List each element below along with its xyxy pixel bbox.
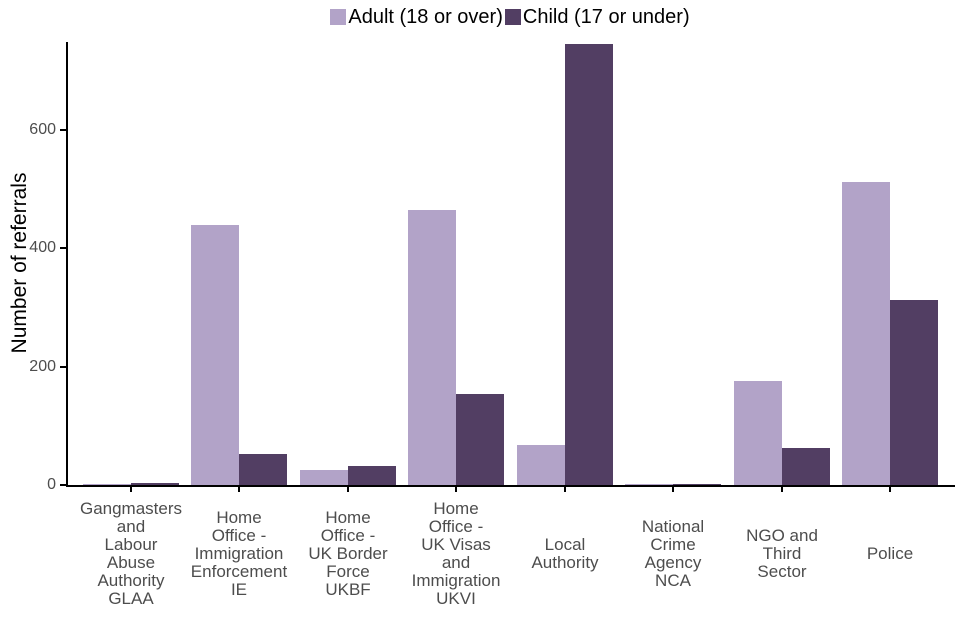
x-tick-mark bbox=[455, 487, 457, 492]
y-tick-mark bbox=[60, 247, 66, 249]
bar-child-5 bbox=[673, 484, 721, 485]
bar-child-0 bbox=[131, 483, 179, 485]
bar-adult-7 bbox=[842, 182, 890, 485]
x-tick-mark bbox=[672, 487, 674, 492]
x-axis-label-glaa: Gangmasters and Labour Abuse Authority G… bbox=[79, 499, 183, 608]
bar-adult-0 bbox=[83, 484, 131, 485]
legend-label: Adult (18 or over) bbox=[348, 6, 503, 28]
x-axis-label-authority: Local Authority bbox=[531, 535, 599, 572]
y-tick-label-200: 200 bbox=[29, 358, 56, 375]
y-axis-title: Number of referrals bbox=[8, 172, 31, 354]
x-tick-mark bbox=[130, 487, 132, 492]
bar-child-3 bbox=[456, 394, 504, 485]
y-tick-label-600: 600 bbox=[29, 121, 56, 138]
bar-adult-4 bbox=[517, 445, 565, 485]
bar-child-4 bbox=[565, 44, 613, 485]
bar-child-1 bbox=[239, 454, 287, 485]
x-axis-line bbox=[66, 485, 955, 487]
y-tick-mark bbox=[60, 484, 66, 486]
x-tick-mark bbox=[781, 487, 783, 492]
bar-child-2 bbox=[348, 466, 396, 485]
legend-item-adult-18-or-over: Adult (18 or over) bbox=[330, 6, 503, 28]
x-axis-label-ie: Home Office - Immigration Enforcement IE bbox=[190, 508, 288, 599]
bar-adult-3 bbox=[408, 210, 456, 485]
x-axis-label-ukbf: Home Office - UK Border Force UKBF bbox=[308, 508, 388, 599]
legend-item-child-17-or-under: Child (17 or under) bbox=[504, 6, 690, 28]
bar-adult-5 bbox=[625, 484, 673, 485]
x-tick-mark bbox=[238, 487, 240, 492]
legend: Adult (18 or over) Child (17 or under) bbox=[66, 6, 954, 28]
y-axis-line bbox=[66, 42, 68, 487]
y-tick-label-0: 0 bbox=[47, 476, 56, 493]
legend-swatch-icon bbox=[330, 9, 347, 25]
x-tick-mark bbox=[564, 487, 566, 492]
x-axis-label-nca: National Crime Agency NCA bbox=[641, 517, 705, 590]
y-tick-mark bbox=[60, 366, 66, 368]
x-axis-label-sector: NGO and Third Sector bbox=[746, 526, 818, 581]
x-axis-label-ukvi: Home Office - UK Visas and Immigration U… bbox=[411, 499, 501, 608]
x-tick-mark bbox=[889, 487, 891, 492]
bar-adult-1 bbox=[191, 225, 239, 485]
legend-swatch-icon bbox=[504, 9, 521, 25]
x-tick-mark bbox=[347, 487, 349, 492]
y-tick-label-400: 400 bbox=[29, 239, 56, 256]
x-axis-label-police: Police bbox=[866, 544, 914, 563]
bar-child-7 bbox=[890, 300, 938, 485]
y-tick-mark bbox=[60, 129, 66, 131]
bar-adult-6 bbox=[734, 381, 782, 485]
legend-label: Child (17 or under) bbox=[522, 6, 690, 28]
bar-adult-2 bbox=[300, 470, 348, 485]
bar-child-6 bbox=[782, 448, 830, 485]
